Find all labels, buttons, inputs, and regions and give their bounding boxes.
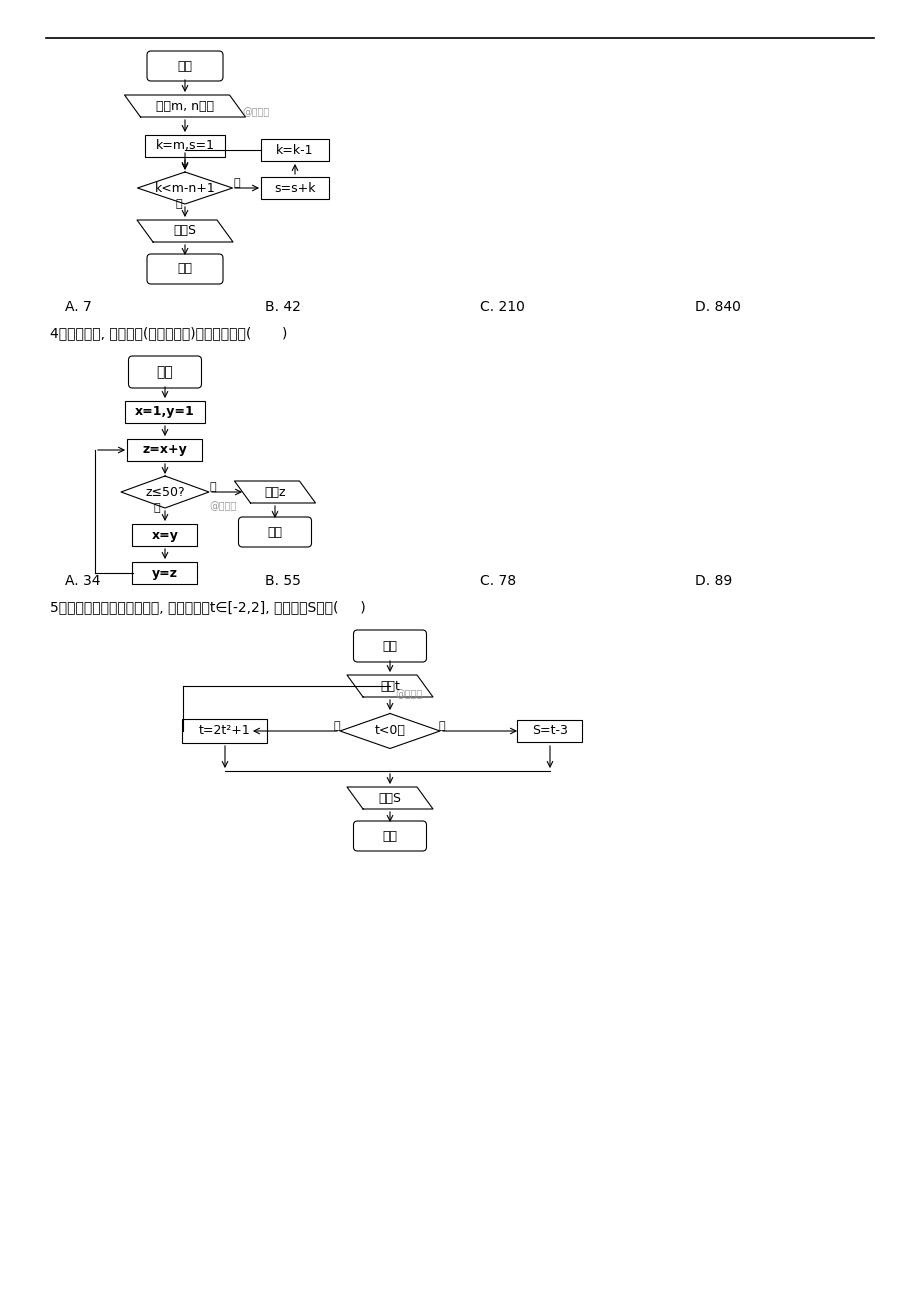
Text: 输出z: 输出z bbox=[264, 486, 286, 499]
Polygon shape bbox=[346, 674, 433, 697]
Text: k<m-n+1: k<m-n+1 bbox=[154, 181, 215, 194]
Text: k=m,s=1: k=m,s=1 bbox=[155, 139, 214, 152]
Text: 开始: 开始 bbox=[156, 365, 173, 379]
Bar bbox=[132, 523, 198, 546]
FancyBboxPatch shape bbox=[353, 822, 426, 852]
Bar bbox=[261, 177, 329, 199]
Text: C. 210: C. 210 bbox=[480, 299, 525, 314]
Text: D. 89: D. 89 bbox=[694, 574, 732, 589]
Text: y=z: y=z bbox=[152, 566, 177, 579]
Text: 结束: 结束 bbox=[382, 829, 397, 842]
FancyBboxPatch shape bbox=[147, 254, 222, 284]
Text: B. 42: B. 42 bbox=[265, 299, 301, 314]
Text: 开始: 开始 bbox=[177, 60, 192, 73]
Text: 结束: 结束 bbox=[177, 263, 192, 276]
Polygon shape bbox=[346, 786, 433, 809]
Text: k=k-1: k=k-1 bbox=[276, 143, 313, 156]
Text: z=x+y: z=x+y bbox=[142, 444, 187, 457]
Polygon shape bbox=[340, 713, 439, 749]
Text: t=2t²+1: t=2t²+1 bbox=[199, 724, 251, 737]
Bar bbox=[128, 439, 202, 461]
Text: B. 55: B. 55 bbox=[265, 574, 301, 589]
Text: C. 78: C. 78 bbox=[480, 574, 516, 589]
Text: 是: 是 bbox=[334, 721, 340, 730]
Text: 结束: 结束 bbox=[267, 526, 282, 539]
Text: 输出S: 输出S bbox=[378, 792, 401, 805]
Text: 否: 否 bbox=[233, 178, 241, 187]
Polygon shape bbox=[121, 477, 209, 508]
Polygon shape bbox=[124, 95, 245, 117]
Text: 否: 否 bbox=[210, 482, 216, 492]
FancyBboxPatch shape bbox=[147, 51, 222, 81]
Text: x=1,y=1: x=1,y=1 bbox=[135, 405, 195, 418]
Bar bbox=[132, 562, 198, 585]
Text: A. 7: A. 7 bbox=[65, 299, 92, 314]
Text: @正确云: @正确云 bbox=[242, 107, 269, 117]
Text: 输出S: 输出S bbox=[174, 224, 197, 237]
Bar bbox=[182, 719, 267, 743]
FancyBboxPatch shape bbox=[353, 630, 426, 661]
Bar bbox=[125, 401, 205, 423]
Text: A. 34: A. 34 bbox=[65, 574, 100, 589]
Polygon shape bbox=[137, 172, 233, 204]
Text: 4、如图所示, 程序框图(算法流程图)的输出结果是(       ): 4、如图所示, 程序框图(算法流程图)的输出结果是( ) bbox=[50, 326, 287, 340]
Text: t<0？: t<0？ bbox=[374, 724, 405, 737]
FancyBboxPatch shape bbox=[238, 517, 312, 547]
Text: D. 840: D. 840 bbox=[694, 299, 740, 314]
Text: S=t-3: S=t-3 bbox=[531, 724, 567, 737]
Text: 5、执行如图所示的程序框图, 如果输入的t∈[-2,2], 则输出的S属于(     ): 5、执行如图所示的程序框图, 如果输入的t∈[-2,2], 则输出的S属于( ) bbox=[50, 600, 366, 615]
FancyBboxPatch shape bbox=[129, 355, 201, 388]
Text: z≤50?: z≤50? bbox=[145, 486, 185, 499]
Polygon shape bbox=[137, 220, 233, 242]
Text: 是: 是 bbox=[153, 503, 160, 513]
Text: x=y: x=y bbox=[152, 529, 178, 542]
Text: 输入t: 输入t bbox=[380, 680, 400, 693]
Text: @正确云: @正确云 bbox=[394, 689, 422, 699]
Bar bbox=[145, 135, 225, 158]
Text: 输入m, n的值: 输入m, n的值 bbox=[156, 99, 214, 112]
Polygon shape bbox=[234, 480, 315, 503]
Text: 否: 否 bbox=[438, 721, 445, 730]
Bar bbox=[516, 720, 582, 742]
Text: 是: 是 bbox=[176, 199, 182, 210]
Text: 开始: 开始 bbox=[382, 639, 397, 652]
Text: @正确云: @正确云 bbox=[209, 501, 236, 510]
Text: s=s+k: s=s+k bbox=[274, 181, 315, 194]
Bar bbox=[261, 139, 329, 161]
